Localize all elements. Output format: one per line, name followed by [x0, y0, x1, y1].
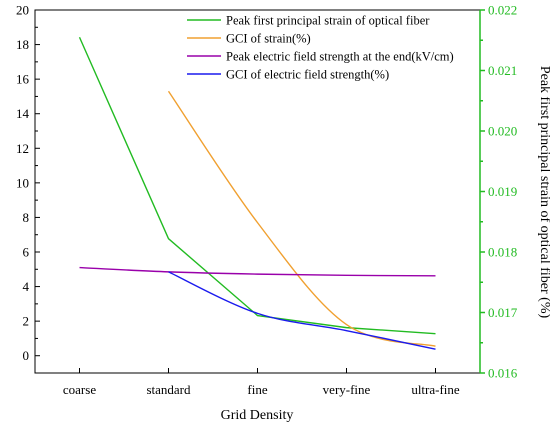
- legend-label: Peak first principal strain of optical f…: [226, 14, 430, 28]
- left-tick-label: 0: [23, 348, 30, 363]
- left-tick-label: 12: [16, 141, 29, 156]
- right-tick-label: 0.021: [488, 63, 517, 78]
- legend-box: [180, 11, 479, 89]
- x-tick-label: ultra-fine: [411, 382, 460, 397]
- left-tick-label: 2: [23, 314, 30, 329]
- legend-label: Peak electric field strength at the end(…: [226, 50, 454, 64]
- x-tick-label: fine: [247, 382, 267, 397]
- left-tick-label: 18: [16, 37, 29, 52]
- series-line-1: [167, 90, 436, 347]
- x-tick-label: very-fine: [323, 382, 371, 397]
- left-tick-label: 6: [23, 245, 30, 260]
- left-tick-label: 14: [16, 106, 30, 121]
- right-tick-label: 0.022: [488, 3, 517, 18]
- x-axis: coarse standard fine very-fine ultra-fine: [63, 368, 460, 397]
- series-line-2: [79, 266, 436, 277]
- x-axis-title: Grid Density: [221, 408, 294, 423]
- right-y-axis: 0.016 0.017 0.018 0.019 0.020 0.021 0.022: [479, 3, 518, 381]
- right-tick-label: 0.020: [488, 124, 517, 139]
- legend: Peak first principal strain of optical f…: [180, 11, 479, 89]
- left-tick-label: 4: [23, 279, 30, 294]
- right-tick-label: 0.018: [488, 245, 517, 260]
- left-tick-label: 16: [16, 72, 30, 87]
- right-tick-label: 0.016: [488, 366, 518, 381]
- left-tick-label: 20: [16, 3, 29, 18]
- left-tick-label: 10: [16, 175, 29, 190]
- series-layer: [78, 36, 436, 350]
- series-line-3: [168, 271, 436, 350]
- left-y-axis: 0 2 4 6 8 10 12 14 16 18 20: [16, 3, 40, 363]
- x-tick-label: coarse: [63, 382, 96, 397]
- legend-label: GCI of strain(%): [226, 32, 311, 46]
- series-line-0: [78, 36, 436, 335]
- right-tick-label: 0.017: [488, 305, 518, 320]
- left-tick-label: 8: [23, 210, 30, 225]
- legend-label: GCI of electric field strength(%): [226, 68, 389, 82]
- right-tick-label: 0.019: [488, 184, 517, 199]
- x-tick-label: standard: [146, 382, 191, 397]
- right-y-axis-title: Peak first principal strain of optical f…: [537, 66, 550, 319]
